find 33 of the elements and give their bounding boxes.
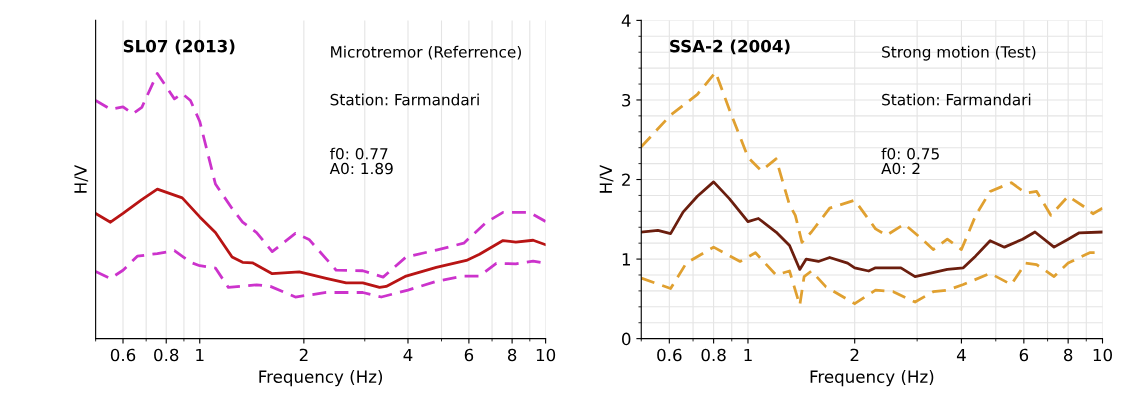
x-tick-label: 6 xyxy=(1019,348,1029,362)
text: Microtremor (Referrence) xyxy=(331,45,521,60)
x-tick-label: 0.6 xyxy=(110,348,136,362)
x-tick-label: 8 xyxy=(1063,348,1073,362)
chart-title: SL07 (2013) xyxy=(123,39,235,55)
annotation: Station: Farmandari xyxy=(882,93,1031,106)
x-tick-label: 4 xyxy=(956,348,966,362)
x-tick-label: 4 xyxy=(403,348,413,362)
y-tick-label: 2 xyxy=(622,173,630,186)
x-tick-label: 8 xyxy=(507,348,517,362)
annotation: f0: 0.77 A0: 1.89 xyxy=(329,147,393,175)
x-tick-label: 2 xyxy=(299,348,308,362)
annotation: f0: 0.75 A0: 2 xyxy=(881,147,939,175)
y-tick-label: 4 xyxy=(621,14,631,27)
x-tick-label: 10 xyxy=(1093,348,1112,362)
x-tick-label: 1 xyxy=(744,348,752,362)
x-axis-title: Frequency (Hz) xyxy=(810,370,934,387)
x-tick-label: 1 xyxy=(196,348,204,362)
x-tick-label: 10 xyxy=(536,348,556,362)
y-tick-label: 3 xyxy=(622,93,631,107)
x-tick-label: 0.8 xyxy=(154,348,179,362)
annotation: Strong motion (Test) xyxy=(882,45,1036,61)
y-tick-label: 0 xyxy=(622,332,631,346)
x-tick-label: 2 xyxy=(850,348,859,362)
text: SSA-2 (2004) xyxy=(670,39,790,55)
x-tick-label: 0.8 xyxy=(701,348,726,362)
annotation: Station: Farmandari xyxy=(330,93,479,106)
y-axis-title: H/V xyxy=(599,164,614,193)
x-tick-label: 0.6 xyxy=(657,348,682,362)
x-axis-title: Frequency (Hz) xyxy=(259,370,383,387)
x-tick-label: 6 xyxy=(464,348,474,362)
y-axis-title: H/V xyxy=(74,164,89,193)
y-tick-label: 1 xyxy=(622,253,630,266)
